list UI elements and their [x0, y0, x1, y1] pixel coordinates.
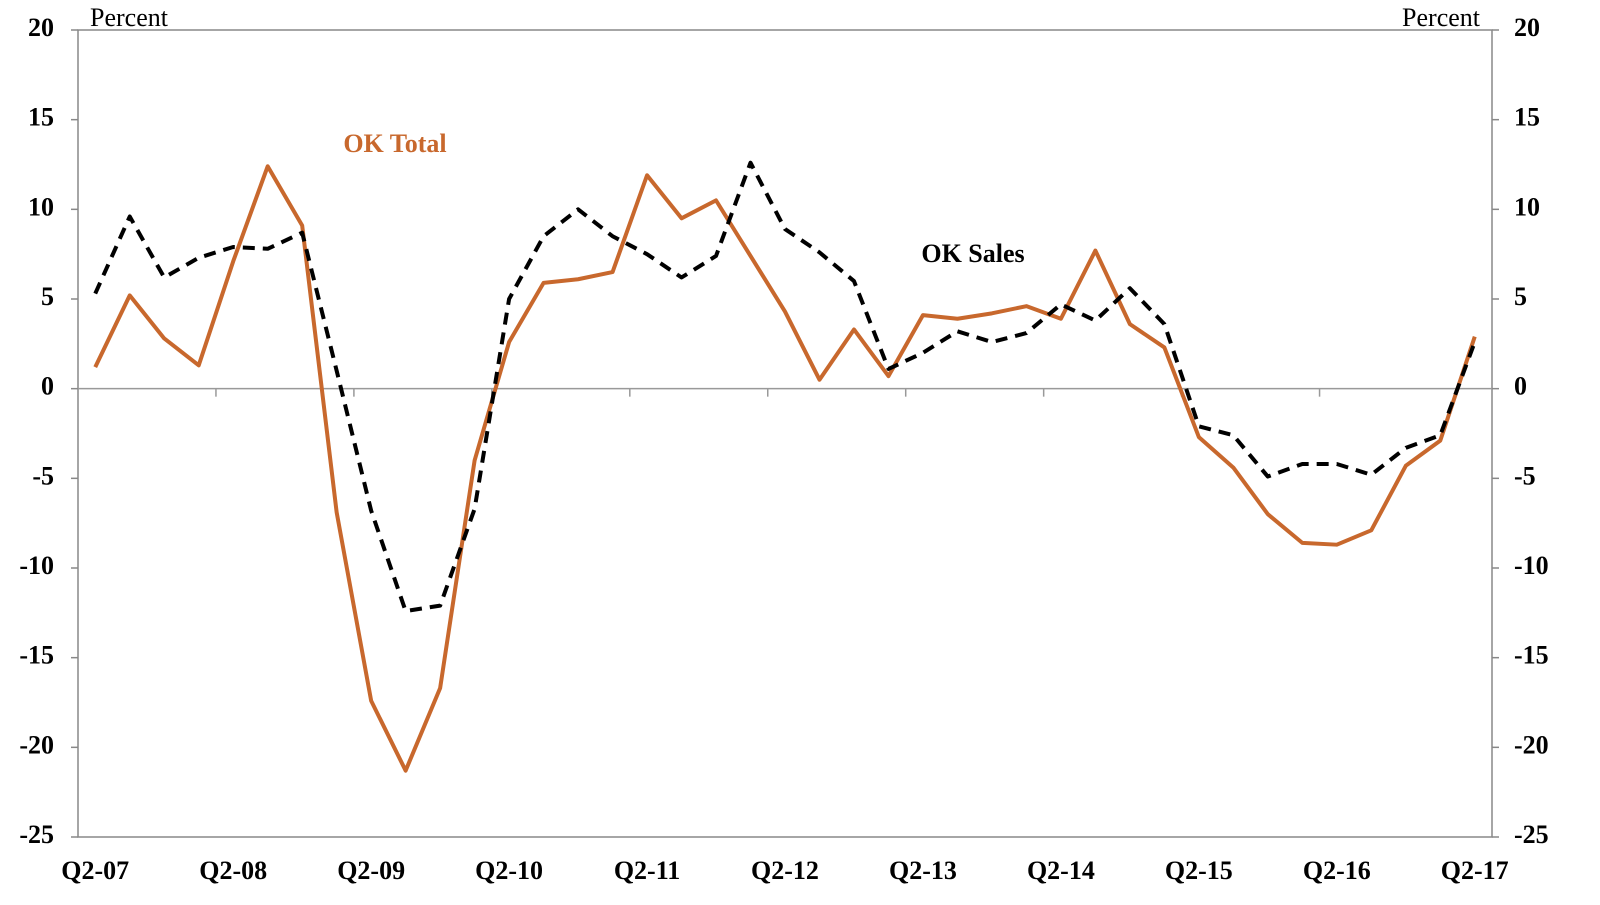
y-tick-label: -5 — [32, 461, 54, 490]
x-tick-label: Q2-10 — [475, 856, 543, 885]
x-tick-label: Q2-09 — [337, 856, 405, 885]
y2-tick-label: -20 — [1514, 730, 1549, 759]
x-tick-label: Q2-07 — [61, 856, 129, 885]
y2-tick-label: 0 — [1514, 372, 1527, 401]
y-tick-label: 20 — [28, 13, 54, 42]
y-axis-title: Percent — [90, 3, 169, 32]
x-tick-label: Q2-14 — [1027, 856, 1095, 885]
plot-frame — [77, 29, 1493, 838]
y2-tick-label: -5 — [1514, 461, 1536, 490]
x-tick-label: Q2-11 — [614, 856, 680, 885]
y-tick-label: -20 — [19, 730, 54, 759]
y-tick-label: -10 — [19, 551, 54, 580]
y-tick-label: -15 — [19, 641, 54, 670]
y-tick-label: 15 — [28, 103, 54, 132]
x-tick-label: Q2-17 — [1441, 856, 1509, 885]
y-tick-label: 0 — [41, 372, 54, 401]
y2-tick-label: 15 — [1514, 103, 1540, 132]
y2-tick-label: -15 — [1514, 641, 1549, 670]
series-label: OK Sales — [921, 239, 1024, 268]
y2-tick-label: -25 — [1514, 820, 1549, 849]
y-tick-label: -25 — [19, 820, 54, 849]
x-tick-label: Q2-12 — [751, 856, 819, 885]
y2-tick-label: 5 — [1514, 282, 1527, 311]
y2-tick-label: 10 — [1514, 192, 1540, 221]
series-label: OK Total — [343, 129, 446, 158]
y2-tick-label: 20 — [1514, 13, 1540, 42]
series-line — [93, 160, 1477, 614]
x-tick-label: Q2-13 — [889, 856, 957, 885]
x-tick-label: Q2-08 — [199, 856, 267, 885]
x-tick-label: Q2-16 — [1303, 856, 1371, 885]
x-tick-label: Q2-15 — [1165, 856, 1233, 885]
y-tick-label: 10 — [28, 192, 54, 221]
y2-axis-title: Percent — [1402, 3, 1481, 32]
y2-tick-label: -10 — [1514, 551, 1549, 580]
y-tick-label: 5 — [41, 282, 54, 311]
series-line — [93, 164, 1477, 773]
